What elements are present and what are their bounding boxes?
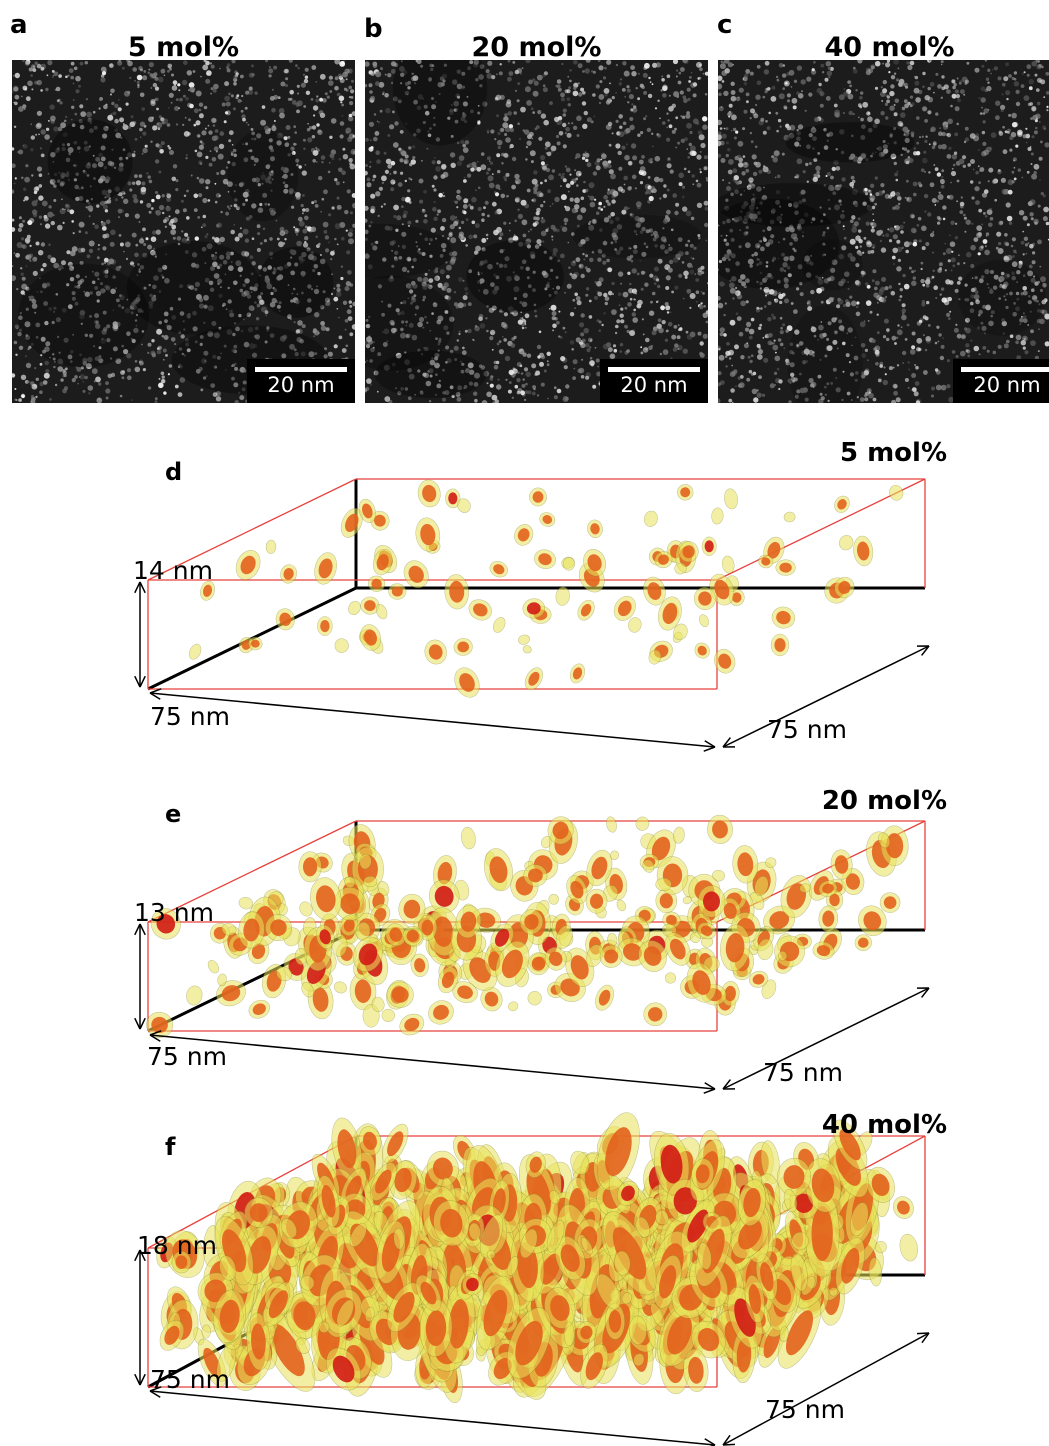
panel-e-height-label: 13 nm bbox=[134, 898, 214, 927]
micrograph-b-image bbox=[365, 60, 708, 403]
panel-e-x-label: 75 nm bbox=[147, 1042, 227, 1071]
y-arrow-head bbox=[916, 987, 930, 998]
y-arrow bbox=[722, 987, 930, 1090]
precipitate-layer bbox=[188, 479, 904, 698]
panel-letter-b: b bbox=[364, 14, 383, 44]
scalebar-b-label: 20 nm bbox=[620, 373, 688, 397]
scalebar-c: 20 nm bbox=[953, 359, 1049, 403]
panel-f-height-label: 18 nm bbox=[137, 1231, 217, 1260]
panel-f-title: 40 mol% bbox=[821, 1110, 947, 1140]
x-arrow-head bbox=[149, 1386, 162, 1398]
speckle-layer bbox=[718, 60, 1049, 403]
y-arrow-head bbox=[916, 1332, 930, 1344]
panel-letter-d: d bbox=[165, 458, 183, 486]
speckle-layer bbox=[365, 60, 708, 403]
panel-d-y-label: 75 nm bbox=[767, 715, 847, 744]
precipitate-layer bbox=[146, 814, 909, 1038]
y-arrow-head bbox=[722, 1434, 736, 1446]
panel-e-y-label: 75 nm bbox=[763, 1058, 843, 1087]
volume-panel-e: e 20 mol% 13 nm 75 nm 75 nm bbox=[0, 772, 1049, 1102]
panel-b-title: 20 mol% bbox=[471, 32, 602, 63]
speckle-layer bbox=[12, 60, 355, 403]
scalebar-c-line bbox=[961, 367, 1049, 372]
micrograph-a-image bbox=[12, 60, 355, 403]
height-arrow-head bbox=[134, 1249, 146, 1262]
x-arrow-head bbox=[703, 740, 716, 752]
y-arrow-head bbox=[916, 645, 930, 656]
scalebar-a-label: 20 nm bbox=[267, 373, 335, 397]
volume-e-render bbox=[134, 814, 930, 1094]
x-arrow-head bbox=[149, 1030, 162, 1042]
scalebar-b-line bbox=[608, 367, 700, 372]
panel-a-title: 5 mol% bbox=[127, 32, 240, 63]
box-edge bbox=[147, 820, 357, 923]
panel-c-title: 40 mol% bbox=[824, 32, 955, 63]
panel-letter-a: a bbox=[10, 10, 28, 40]
scalebar-b: 20 nm bbox=[600, 359, 708, 403]
height-arrow-head bbox=[134, 675, 146, 688]
height-arrow-head bbox=[134, 1373, 146, 1386]
y-arrow bbox=[722, 645, 930, 748]
x-arrow-head bbox=[149, 688, 162, 700]
panel-f-y-label: 75 nm bbox=[765, 1395, 845, 1424]
y-arrow-head bbox=[722, 737, 736, 748]
height-arrow-head bbox=[134, 1017, 146, 1030]
panel-letter-f: f bbox=[165, 1133, 176, 1161]
height-arrow-head bbox=[134, 581, 146, 594]
y-arrow-head bbox=[722, 1079, 736, 1090]
y-arrow bbox=[722, 1332, 930, 1446]
micrograph-c-image bbox=[718, 60, 1049, 403]
precipitate-layer bbox=[156, 1112, 918, 1404]
box-edge bbox=[147, 478, 357, 581]
scalebar-a-line bbox=[255, 367, 347, 372]
volume-f-render bbox=[134, 1112, 930, 1446]
height-arrow-head bbox=[134, 923, 146, 936]
x-arrow-head bbox=[703, 1082, 716, 1094]
panel-d-height-label: 14 nm bbox=[133, 556, 213, 585]
x-arrow bbox=[149, 692, 716, 748]
panel-d-x-label: 75 nm bbox=[150, 702, 230, 731]
panel-letter-e: e bbox=[165, 800, 182, 828]
panel-d-title: 5 mol% bbox=[839, 438, 947, 468]
volume-panel-d: d 5 mol% 14 nm 75 nm 75 nm bbox=[0, 430, 1049, 760]
scalebar-c-label: 20 nm bbox=[973, 373, 1041, 397]
volume-d-render bbox=[134, 478, 930, 752]
micrograph-a: 20 nm bbox=[12, 60, 355, 403]
panel-e-title: 20 mol% bbox=[821, 786, 947, 816]
x-arrow bbox=[149, 1390, 716, 1446]
panel-f-x-label: 75 nm bbox=[150, 1365, 230, 1394]
panel-letter-c: c bbox=[717, 10, 733, 40]
micrograph-c: 20 nm bbox=[718, 60, 1049, 403]
micrograph-b: 20 nm bbox=[365, 60, 708, 403]
x-arrow bbox=[149, 1034, 716, 1090]
scalebar-a: 20 nm bbox=[247, 359, 355, 403]
volume-panel-f: f 40 mol% 18 nm 75 nm 75 nm bbox=[0, 1105, 1049, 1446]
